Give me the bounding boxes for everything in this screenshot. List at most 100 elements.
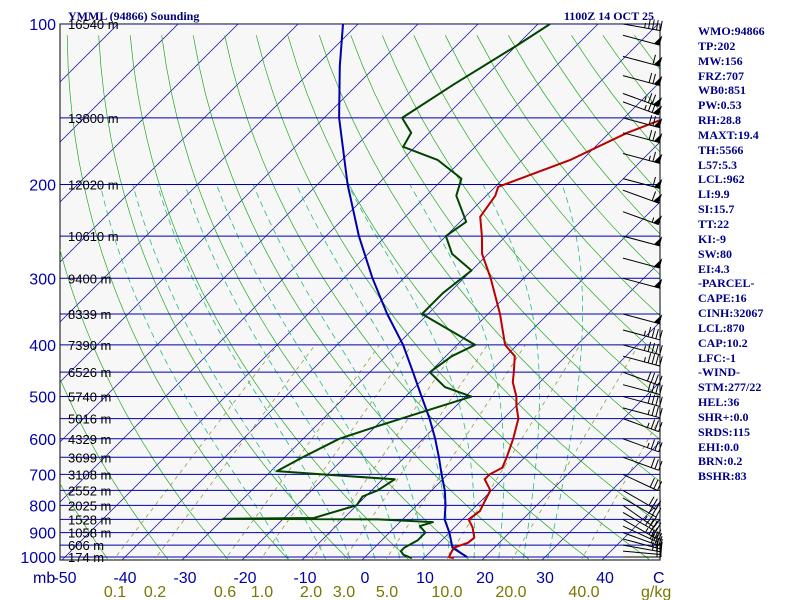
indices-panel: WMO:94866 TP:202 MW:156 FRZ:707 WB0:851 PW:0.…: [698, 24, 765, 484]
index-entry: WB0:851: [698, 83, 746, 98]
wind-barb-flag: [655, 355, 659, 366]
thermo-grid: [60, 24, 660, 560]
wind-barb-half-flag: [644, 96, 647, 102]
wind-barb: [622, 532, 663, 547]
isotherm-line: [60, 24, 239, 203]
isotherm-line: [421, 321, 660, 560]
wind-barb-shaft: [622, 75, 660, 86]
dry-adiabat-line: [350, 35, 660, 440]
moist-adiabat-line: [409, 184, 505, 560]
wind-barb-flag: [647, 341, 652, 352]
mixing-ratio-line: [511, 344, 639, 560]
mixing-ratio-line: [311, 344, 459, 560]
wind-barb-half-flag: [651, 217, 655, 223]
mixing-ratio-line: [259, 344, 413, 560]
temperature-trace: [448, 119, 660, 560]
height-label: 13800 m: [68, 111, 119, 126]
height-label: 3108 m: [68, 467, 111, 482]
index-entry: TP:202: [698, 38, 736, 53]
wind-barb-flag: [653, 479, 659, 490]
wind-barb-flag: [647, 514, 654, 523]
moist-adiabat-line: [252, 184, 426, 560]
moist-adiabat-line: [157, 184, 352, 560]
wind-barb-half-flag: [644, 22, 646, 28]
temperature-tick-label: -40: [113, 570, 136, 587]
wind-barb-shaft: [622, 329, 660, 341]
wind-barb-flag: [648, 72, 653, 83]
wind-barb-shaft: [622, 518, 657, 539]
temperature-tick-label: 10: [416, 570, 434, 587]
wind-barb-flag: [653, 518, 661, 528]
wind-barb-flag: [650, 372, 656, 383]
wind-barb-flag: [652, 151, 656, 162]
wind-barb-flag: [647, 353, 652, 364]
mixing-unit-label: g/kg: [641, 584, 671, 600]
wind-barb-flag: [648, 115, 653, 125]
mixing-ratio-line: [153, 344, 316, 560]
mixing-ratio-label: 3.0: [333, 584, 355, 600]
wind-barb-flag: [647, 326, 652, 337]
index-entry: SI:15.7: [698, 202, 735, 217]
mixing-ratio-line: [112, 344, 279, 560]
wind-barb-shaft: [622, 178, 660, 189]
dewpoint-trace: [222, 24, 551, 560]
index-entry: SW:80: [698, 246, 733, 261]
pressure-tick-label: 1000: [20, 550, 56, 567]
height-label: 4329 m: [68, 432, 111, 447]
moist-adiabat-line: [295, 184, 450, 560]
temperature-tick-label: 30: [536, 570, 554, 587]
wind-barb-shaft: [622, 344, 660, 356]
wind-barb-flag: [655, 343, 659, 354]
mixing-ratio-label: 40.0: [568, 584, 599, 600]
wind-barb-shaft: [622, 277, 660, 289]
wind-barb-shaft: [622, 92, 659, 107]
wind-barb-shaft: [622, 101, 659, 116]
wind-barb-flag: [654, 420, 659, 431]
wind-barb-half-flag: [647, 409, 650, 415]
pressure-tick-label: 300: [29, 271, 56, 288]
dry-adiabat-line: [413, 35, 660, 358]
wind-barb-flag: [650, 533, 656, 544]
pressure-tick-label: 800: [29, 498, 56, 515]
wind-barb: [622, 341, 663, 356]
wind-barb-half-flag: [643, 515, 648, 521]
wind-barb-flag: [647, 393, 652, 404]
wind-barb: [622, 473, 663, 491]
temperature-tick-label: -10: [293, 570, 316, 587]
index-entry: CAPE:16: [698, 291, 747, 306]
wind-barb-flag: [651, 382, 656, 393]
wind-barb-flag: [649, 477, 655, 488]
moist-adiabat-line: [216, 184, 401, 560]
height-label: 1528 m: [68, 512, 111, 527]
mixing-ratio-label: 1.0: [251, 584, 273, 600]
mixing-ratio-line: [446, 344, 581, 560]
wind-barb: [622, 541, 663, 553]
pressure-tick-label: 200: [29, 177, 56, 194]
mixing-ratio-label: 20.0: [495, 584, 526, 600]
index-entry: LCL:962: [698, 172, 745, 187]
wind-barb-shaft: [622, 235, 660, 247]
dry-adiabat-line: [318, 35, 660, 482]
wind-barb-shaft: [622, 355, 660, 367]
temperature-tick-label: -20: [233, 570, 256, 587]
index-entry: LFC:-1: [698, 350, 736, 365]
wind-barb-flag: [648, 18, 651, 29]
wind-barb-half-flag: [648, 155, 651, 161]
wind-barb-shaft: [622, 117, 660, 129]
moist-adiabat-line: [99, 184, 290, 560]
wind-barb-flag: [652, 131, 656, 141]
pressure-tick-label: 500: [29, 390, 56, 407]
wind-barb-flag: [652, 54, 656, 65]
index-entry: HEL:36: [698, 395, 740, 410]
wind-barb-shaft: [622, 532, 659, 547]
wind-barb-half-flag: [644, 104, 647, 110]
moist-adiabat-line: [132, 184, 327, 560]
mixing-ratio-label: 0.6: [214, 584, 236, 600]
wind-barb-shaft: [622, 55, 660, 67]
wind-barb-flag: [647, 93, 653, 103]
dry-adiabat-line: [381, 35, 660, 399]
wind-barb: [622, 18, 663, 32]
wind-barb-shaft: [622, 544, 661, 553]
isotherm-line: [60, 24, 179, 143]
